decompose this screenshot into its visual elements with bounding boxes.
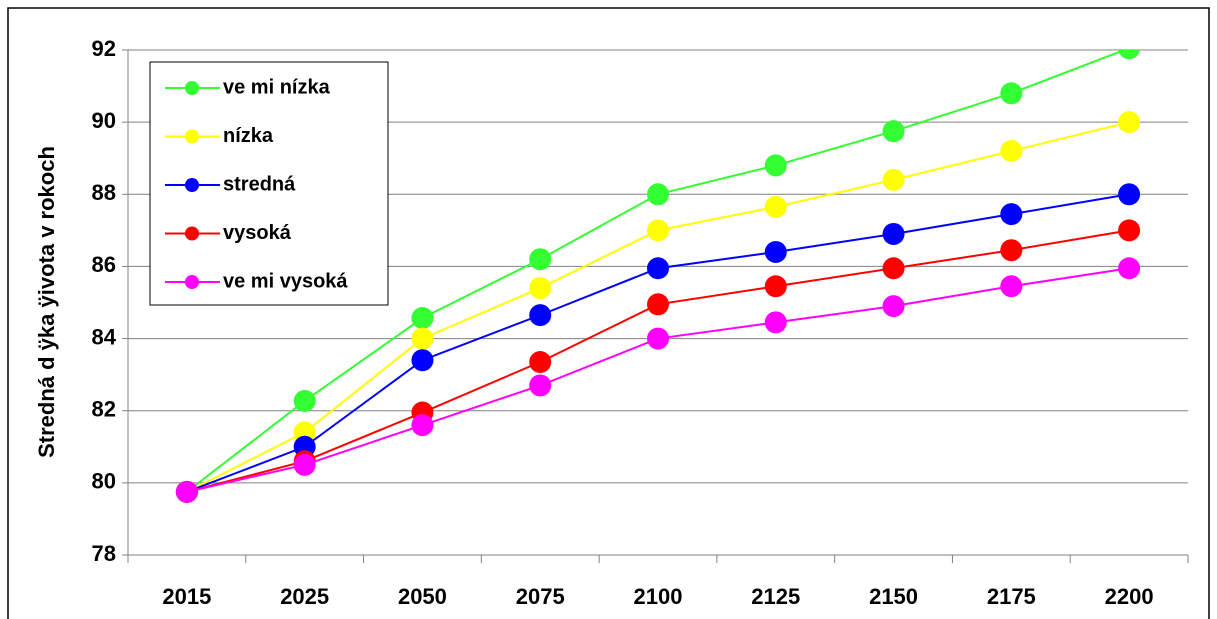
legend-label: stredná [223, 173, 296, 195]
y-tick-label: 82 [92, 397, 116, 422]
legend-marker [185, 81, 199, 95]
point [175, 480, 198, 503]
legend-marker [185, 178, 199, 192]
legend-marker [185, 275, 199, 289]
point [529, 374, 552, 397]
x-tick-label: 2125 [751, 584, 800, 609]
legend-label: nízka [223, 125, 274, 147]
point [764, 154, 787, 177]
point [411, 307, 434, 330]
point [764, 311, 787, 334]
point [647, 219, 669, 242]
point [1000, 82, 1023, 105]
legend-label: vysoká [223, 222, 292, 244]
point [647, 327, 669, 350]
legend-marker [185, 129, 199, 144]
point [1118, 219, 1141, 242]
x-tick-label: 2100 [634, 584, 683, 609]
point [529, 248, 552, 271]
y-tick-label: 86 [92, 252, 116, 277]
point [882, 257, 905, 280]
point [764, 195, 787, 218]
point [882, 295, 905, 318]
point [1000, 239, 1023, 262]
point [647, 293, 669, 316]
point [1118, 183, 1141, 206]
point [764, 241, 787, 263]
y-axis-title: Stredná d ÿka ÿivota v rokoch [34, 146, 59, 458]
point [529, 304, 552, 327]
x-tick-label: 2015 [162, 584, 211, 609]
legend-label: ve mi nízka [223, 76, 331, 98]
x-tick-label: 2050 [398, 584, 447, 609]
point [647, 257, 669, 280]
point [764, 275, 787, 298]
point [1000, 140, 1023, 162]
point [647, 183, 669, 206]
x-tick-label: 2025 [280, 584, 329, 609]
y-tick-label: 78 [92, 541, 116, 566]
y-tick-label: 92 [92, 36, 116, 61]
y-tick-label: 88 [92, 180, 116, 205]
point [1000, 203, 1023, 226]
point [411, 349, 434, 372]
point [1118, 257, 1141, 280]
y-tick-label: 84 [92, 324, 117, 349]
x-tick-label: 2175 [987, 584, 1036, 609]
point [529, 277, 552, 300]
point [293, 453, 316, 476]
y-tick-label: 80 [92, 469, 116, 494]
point [411, 414, 434, 437]
point [1118, 50, 1140, 60]
point [882, 222, 905, 245]
y-tick-label: 90 [92, 108, 116, 133]
point [411, 327, 434, 350]
point [1000, 275, 1023, 298]
x-tick-label: 2200 [1105, 584, 1154, 609]
point [882, 120, 905, 143]
point [529, 351, 552, 374]
point [1118, 111, 1141, 134]
point [293, 389, 316, 412]
point [882, 168, 905, 191]
x-tick-label: 2075 [516, 584, 565, 609]
legend-label: ve mi vysoká [223, 270, 348, 292]
x-tick-label: 2150 [869, 584, 918, 609]
legend-marker [185, 226, 199, 241]
